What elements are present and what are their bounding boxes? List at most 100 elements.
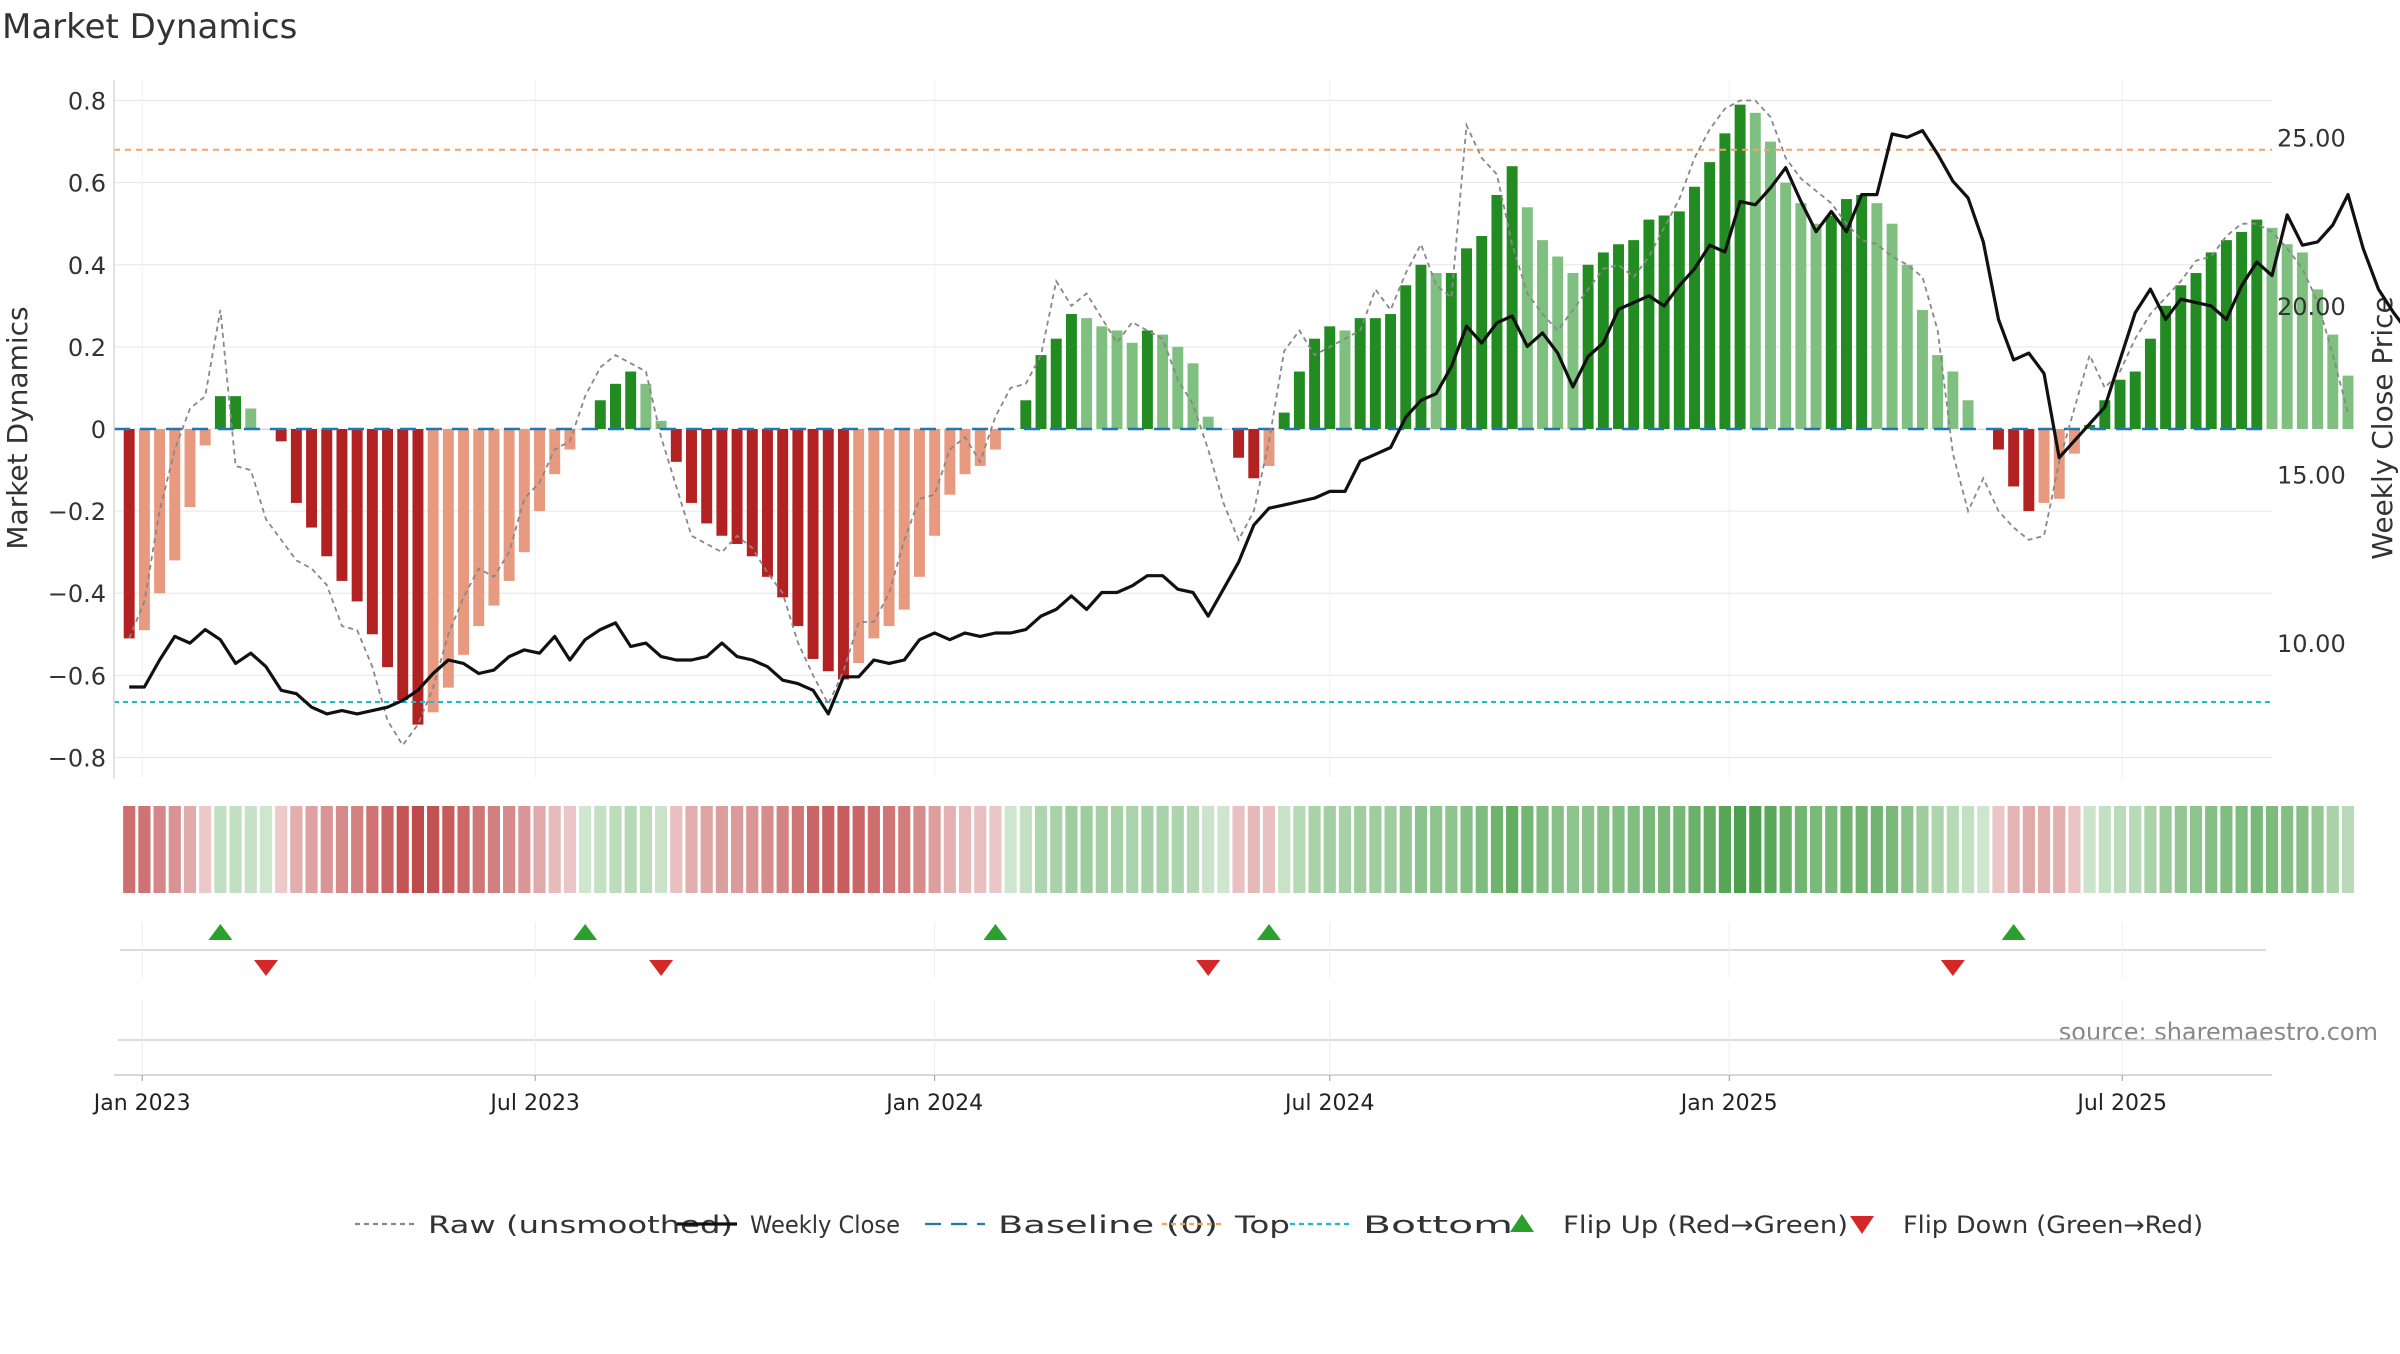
dynamics-bar <box>655 420 667 429</box>
dynamics-bar <box>442 429 454 688</box>
dynamics-bar <box>1369 318 1381 429</box>
dynamics-bar <box>1916 309 1928 429</box>
dynamics-bar <box>1415 264 1427 429</box>
dynamics-bar <box>913 429 925 577</box>
legend-item: Top <box>1162 1211 1290 1239</box>
dynamics-bar <box>534 429 545 512</box>
regime-cell <box>442 806 455 893</box>
dynamics-bar <box>2281 244 2293 429</box>
dynamics-bar <box>2144 338 2156 429</box>
regime-cell <box>1080 806 1093 893</box>
regime-cell <box>1278 806 1291 893</box>
regime-cell <box>1916 806 1929 893</box>
dynamics-bar <box>1734 104 1746 430</box>
y-tick-label: −0.8 <box>48 744 106 772</box>
flip-up-marker <box>1256 924 1281 940</box>
regime-cell <box>2068 806 2081 893</box>
dynamics-bar <box>1628 240 1640 429</box>
dynamics-bar <box>382 429 394 668</box>
y2-axis-label: Weekly Close Price <box>2366 296 2399 559</box>
dynamics-bar <box>518 429 530 553</box>
regime-cell <box>2022 806 2035 893</box>
regime-cell <box>1217 806 1230 893</box>
dynamics-bar <box>1749 112 1761 430</box>
regime-cell <box>1399 806 1412 893</box>
source-text: source: sharemaestro.com <box>2059 1018 2378 1046</box>
dynamics-bar <box>2190 272 2202 429</box>
regime-cell <box>1171 806 1184 893</box>
x-tick-label: Jan 2023 <box>92 1091 191 1116</box>
regime-cell <box>168 806 181 893</box>
regime-cell <box>472 806 485 893</box>
dynamics-bar <box>2129 371 2141 429</box>
dynamics-bar <box>944 429 956 495</box>
regime-cell <box>579 806 592 893</box>
legend-item: Raw (unsmoothed) <box>355 1211 733 1239</box>
lines-layer <box>114 99 2400 747</box>
legend-label: Flip Down (Green→Red) <box>1903 1211 2203 1239</box>
regime-cell <box>1186 806 1200 893</box>
dynamics-bar <box>1871 203 1883 429</box>
dynamics-bar <box>1157 334 1169 429</box>
dynamics-bar <box>640 383 652 429</box>
regime-cell <box>1961 806 1975 893</box>
regime-cell <box>624 806 637 893</box>
regime-cell <box>2037 806 2051 893</box>
dynamics-bar <box>2038 429 2050 503</box>
y-tick-label: −0.4 <box>48 580 106 608</box>
regime-cell <box>2007 806 2020 893</box>
dynamics-bar <box>731 429 743 544</box>
dynamics-bar <box>1035 355 1047 429</box>
legend-item: Bottom <box>1290 1211 1513 1239</box>
axes-layer: 0.8 0.6 0.4 0.2 0 −0.2 −0.4 −0.6 −0.8 25.00 20.00 1… <box>48 80 2346 778</box>
regime-cell <box>806 806 820 893</box>
dynamics-bar <box>1567 272 1579 429</box>
dynamics-bar <box>1065 314 1077 429</box>
dynamics-bar <box>2342 375 2354 429</box>
regime-cell <box>533 806 546 893</box>
dynamics-bar <box>1430 272 1442 429</box>
regime-cell <box>183 806 197 893</box>
regime-cell <box>791 806 804 893</box>
x-tick-label: Jul 2025 <box>2075 1091 2167 1116</box>
regime-cell <box>1931 806 1944 893</box>
regime-cell <box>1749 806 1762 893</box>
dynamics-bar <box>1506 166 1518 430</box>
x-tick-label: Jul 2024 <box>1283 1091 1375 1116</box>
dynamics-bar <box>2296 252 2308 429</box>
y-tick-label: 0.8 <box>68 88 106 116</box>
regime-cell <box>2281 806 2294 893</box>
dynamics-bar <box>169 429 181 561</box>
regime-cell <box>2098 806 2111 893</box>
regime-cell <box>275 806 288 893</box>
regime-cell <box>1095 806 1108 893</box>
regime-cell <box>1065 806 1078 893</box>
regime-cell <box>487 806 501 893</box>
x-axis: Jan 2023 Jul 2023 Jan 2024 Jul 2024 Jan 2025… <box>92 1000 2272 1116</box>
dynamics-bar <box>837 429 849 680</box>
regime-cell <box>411 806 425 893</box>
dynamics-bar <box>260 429 272 430</box>
flip-up-marker <box>983 924 1008 940</box>
dynamics-bar <box>366 429 378 635</box>
dynamics-bar <box>989 429 1001 450</box>
regime-cell <box>2296 806 2309 893</box>
regime-cell <box>396 806 409 893</box>
dynamics-bar <box>883 429 895 627</box>
regime-cell <box>366 806 379 893</box>
dynamics-bar <box>549 429 561 475</box>
regime-cell <box>1202 806 1215 893</box>
regime-cell <box>594 806 607 893</box>
dynamics-bar <box>321 429 333 557</box>
dynamics-bar <box>1339 330 1351 429</box>
regime-cell <box>2113 806 2127 893</box>
dynamics-bar <box>807 429 819 659</box>
regime-cell <box>1019 806 1032 893</box>
dynamics-bar <box>488 429 500 606</box>
regime-strip <box>123 806 2355 893</box>
y-tick-label: 0.6 <box>68 170 106 198</box>
dynamics-bar <box>1324 326 1336 429</box>
regime-cell <box>700 806 713 893</box>
regime-cell <box>609 806 622 893</box>
regime-cell <box>2326 806 2339 893</box>
